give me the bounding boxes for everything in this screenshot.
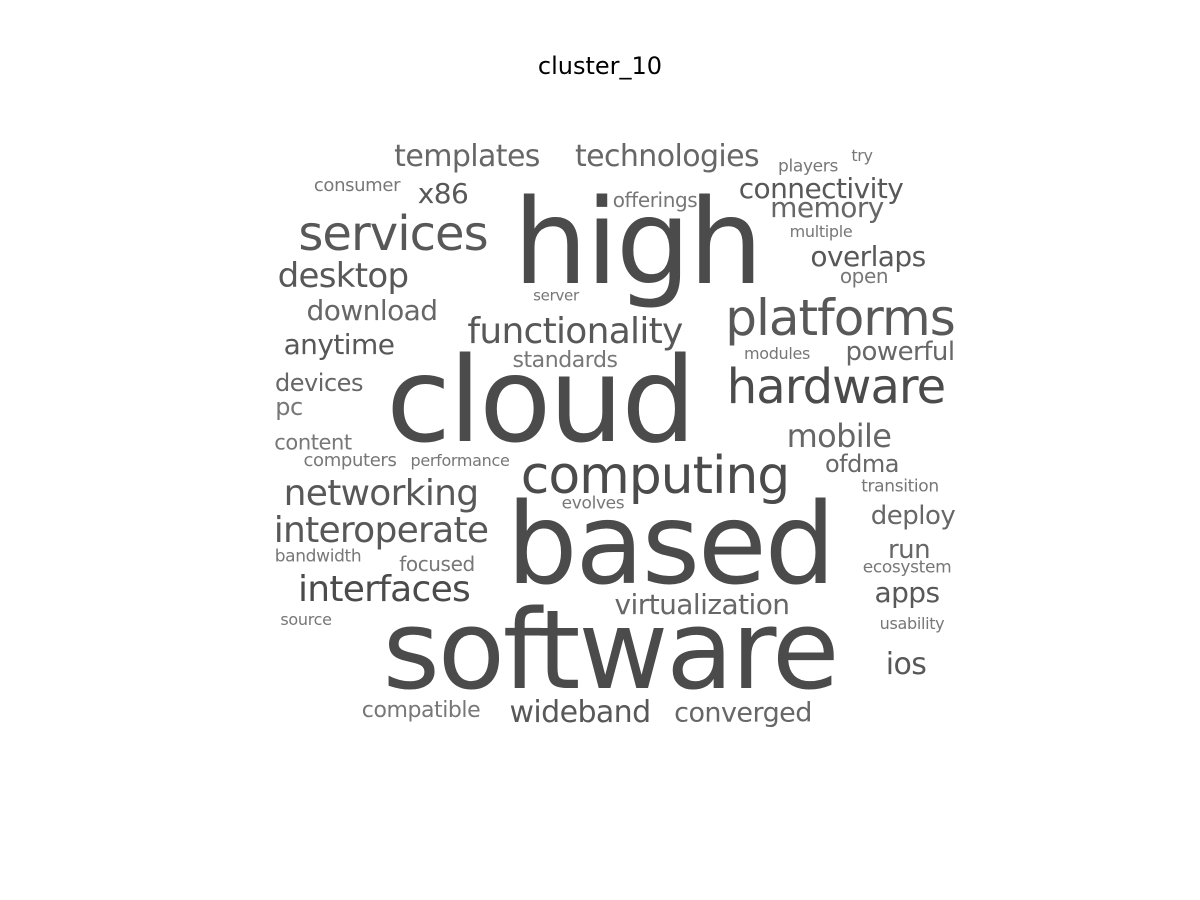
word-desktop: desktop: [277, 256, 410, 296]
word-cloud: cloud: [386, 331, 696, 469]
word-multiple: multiple: [789, 222, 853, 241]
word-overlaps: overlaps: [810, 240, 926, 273]
word-software: software: [382, 586, 840, 714]
word-performance: performance: [410, 451, 510, 470]
word-server: server: [533, 286, 579, 305]
word-download: download: [306, 294, 438, 327]
word-anytime: anytime: [283, 328, 395, 361]
word-hardware: hardware: [726, 359, 946, 415]
word-templates: templates: [394, 139, 540, 174]
chart-title: cluster_10: [537, 52, 663, 80]
word-transition: transition: [861, 476, 939, 497]
word-wideband: wideband: [509, 695, 651, 730]
word-source: source: [280, 610, 332, 629]
word-offerings: offerings: [612, 188, 698, 212]
word-ios: ios: [885, 647, 927, 682]
word-ofdma: ofdma: [824, 450, 900, 478]
word-powerful: powerful: [845, 337, 955, 367]
word-players: players: [778, 156, 838, 177]
word-converged: converged: [674, 697, 812, 729]
word-evolves: evolves: [561, 493, 625, 514]
word-x86: x86: [417, 177, 469, 210]
word-run: run: [887, 535, 931, 565]
word-apps: apps: [874, 576, 940, 609]
word-mobile: mobile: [786, 417, 892, 455]
word-modules: modules: [743, 344, 811, 363]
word-based: based: [506, 480, 836, 610]
word-services: services: [298, 206, 488, 262]
word-connectivity: connectivity: [738, 172, 904, 205]
word-computers: computers: [303, 450, 397, 471]
word-deploy: deploy: [870, 501, 956, 531]
word-content: content: [274, 430, 352, 455]
word-focused: focused: [399, 552, 475, 576]
word-standards: standards: [512, 348, 618, 373]
word-functionality: functionality: [467, 311, 683, 352]
word-pc: pc: [275, 393, 303, 421]
word-compatible: compatible: [361, 698, 481, 723]
word-try: try: [851, 146, 873, 165]
word-bandwidth: bandwidth: [274, 546, 362, 567]
word-memory: memory: [770, 191, 884, 224]
word-usability: usability: [879, 614, 945, 633]
word-high: high: [513, 173, 763, 311]
word-open: open: [839, 264, 889, 288]
word-interfaces: interfaces: [297, 569, 471, 610]
word-ecosystem: ecosystem: [862, 557, 952, 578]
word-computing: computing: [520, 446, 791, 506]
word-networking: networking: [283, 473, 479, 514]
word-platforms: platforms: [725, 289, 956, 347]
word-technologies: technologies: [574, 139, 760, 174]
word-consumer: consumer: [313, 175, 401, 196]
word-devices: devices: [275, 369, 363, 397]
word-virtualization: virtualization: [614, 588, 791, 621]
word-interoperate: interoperate: [273, 510, 489, 551]
